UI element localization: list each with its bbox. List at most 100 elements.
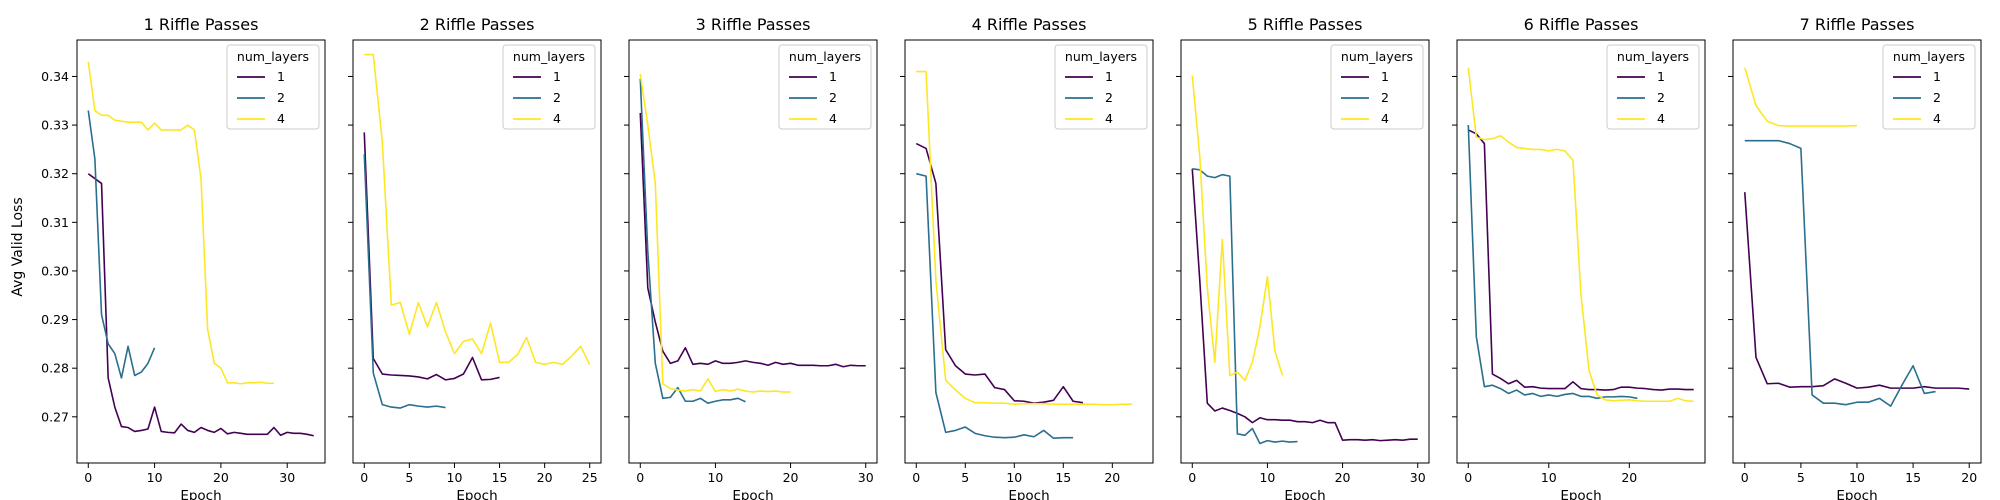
x-tick-label: 15 — [1055, 470, 1071, 485]
legend-title: num_layers — [1617, 49, 1689, 64]
legend-title: num_layers — [237, 49, 309, 64]
legend: num_layers 1 2 4 — [1054, 44, 1148, 130]
series-line-4 — [1191, 75, 1284, 382]
legend-label-4: 4 — [1381, 111, 1389, 126]
x-tick-label: 0 — [1464, 470, 1472, 485]
axes-frame — [628, 39, 878, 464]
series-line-4 — [1467, 67, 1694, 403]
legend-box — [778, 44, 872, 130]
subplot-title: 6 Riffle Passes — [1524, 15, 1639, 34]
y-tick-label: 0.32 — [41, 166, 69, 181]
legend-label-2: 2 — [1381, 90, 1389, 105]
subplot-title: 1 Riffle Passes — [144, 15, 259, 34]
axes-frame — [76, 39, 326, 464]
y-tick-label: 0.34 — [41, 69, 69, 84]
legend-title: num_layers — [1341, 49, 1413, 64]
legend-label-1: 1 — [1105, 69, 1113, 84]
axes-frame — [1456, 39, 1706, 464]
legend: num_layers 1 2 4 — [1882, 44, 1976, 130]
x-axis-label: Epoch — [1008, 488, 1049, 500]
legend-label-2: 2 — [553, 90, 561, 105]
x-tick-label: 25 — [582, 470, 598, 485]
legend-title: num_layers — [1893, 49, 1965, 64]
y-tick-label: 0.30 — [41, 263, 69, 278]
panels: 1 Riffle Passes 0.27 0.28 0.29 0.30 0.31 0.32 0… — [41, 15, 1982, 500]
subplot-5: 5 Riffle Passes 0 10 20 30 Epoch num_layers 1 2 4 — [1176, 15, 1430, 500]
legend-box — [1882, 44, 1976, 130]
y-tick-label: 0.31 — [41, 215, 69, 230]
legend-label-2: 2 — [277, 90, 285, 105]
y-axis-label: Avg Valid Loss — [10, 197, 26, 296]
x-tick-label: 20 — [1961, 470, 1977, 485]
subplot-3: 3 Riffle Passes 0 10 20 30 Epoch num_layers 1 2 4 — [624, 15, 878, 500]
x-axis-label: Epoch — [1284, 488, 1325, 500]
legend-label-2: 2 — [1105, 90, 1113, 105]
x-tick-label: 10 — [707, 470, 723, 485]
legend: num_layers 1 2 4 — [778, 44, 872, 130]
subplot-2: 2 Riffle Passes 0 5 10 15 20 25 Epoch num_layers… — [348, 15, 602, 500]
legend-label-4: 4 — [1933, 111, 1941, 126]
legend: num_layers 1 2 4 — [226, 44, 320, 130]
subplot-title: 2 Riffle Passes — [420, 15, 535, 34]
y-tick-label: 0.27 — [41, 409, 69, 424]
x-tick-label: 30 — [1410, 470, 1426, 485]
series-line-4 — [639, 73, 791, 393]
x-tick-label: 5 — [961, 470, 969, 485]
legend: num_layers 1 2 4 — [1330, 44, 1424, 130]
x-tick-label: 0 — [636, 470, 644, 485]
series-line-1 — [915, 142, 1084, 405]
x-tick-label: 20 — [783, 470, 799, 485]
subplot-1: 1 Riffle Passes 0.27 0.28 0.29 0.30 0.31 0.32 0… — [41, 15, 326, 500]
x-axis-label: Epoch — [1836, 488, 1877, 500]
y-tick-label: 0.29 — [41, 312, 69, 327]
legend-label-4: 4 — [277, 111, 285, 126]
axes-frame — [1732, 39, 1982, 464]
legend-label-1: 1 — [553, 69, 561, 84]
x-tick-label: 5 — [405, 470, 413, 485]
legend-label-4: 4 — [1657, 111, 1665, 126]
x-tick-label: 20 — [1104, 470, 1120, 485]
x-tick-label: 10 — [1849, 470, 1865, 485]
x-tick-label: 0 — [360, 470, 368, 485]
series-line-1 — [1191, 168, 1418, 442]
x-tick-label: 20 — [213, 470, 229, 485]
y-tick-label: 0.28 — [41, 361, 69, 376]
legend-label-1: 1 — [277, 69, 285, 84]
x-tick-label: 20 — [1335, 470, 1351, 485]
x-axis-label: Epoch — [732, 488, 773, 500]
x-tick-label: 10 — [1006, 470, 1022, 485]
subplot-title: 3 Riffle Passes — [696, 15, 811, 34]
series-line-1 — [87, 173, 314, 437]
legend-title: num_layers — [513, 49, 585, 64]
series-line-1 — [363, 132, 500, 381]
legend-label-4: 4 — [553, 111, 561, 126]
series-line-2 — [363, 154, 446, 409]
x-axis-label: Epoch — [456, 488, 497, 500]
axes-frame — [1180, 39, 1430, 464]
series-line-2 — [1192, 168, 1298, 445]
legend-box — [1606, 44, 1700, 130]
series-line-1 — [1467, 129, 1694, 391]
series-line-2 — [639, 78, 746, 405]
legend: num_layers 1 2 4 — [1606, 44, 1700, 130]
legend-box — [1054, 44, 1148, 130]
x-axis-label: Epoch — [180, 488, 221, 500]
y-tick-label: 0.33 — [41, 118, 69, 133]
legend-label-4: 4 — [1105, 111, 1113, 126]
legend-title: num_layers — [1065, 49, 1137, 64]
series-line-4 — [87, 61, 274, 385]
x-tick-label: 0 — [1188, 470, 1196, 485]
x-tick-label: 0 — [1741, 470, 1749, 485]
legend: num_layers 1 2 4 — [502, 44, 596, 130]
series-line-1 — [639, 112, 866, 368]
x-tick-label: 10 — [1541, 470, 1557, 485]
legend-label-1: 1 — [1933, 69, 1941, 84]
x-tick-label: 5 — [1797, 470, 1805, 485]
subplot-7: 7 Riffle Passes 0 5 10 15 20 Epoch num_layers 1 2… — [1728, 15, 1982, 500]
x-tick-label: 15 — [1905, 470, 1921, 485]
x-tick-label: 10 — [447, 470, 463, 485]
x-axis-label: Epoch — [1560, 488, 1601, 500]
axes-frame — [904, 39, 1154, 464]
axes-frame — [352, 39, 602, 464]
